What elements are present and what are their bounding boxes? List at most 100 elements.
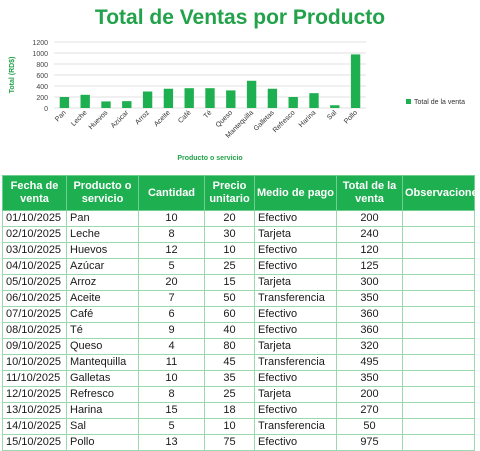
table-cell bbox=[402, 402, 475, 419]
table-cell: 125 bbox=[336, 258, 403, 275]
x-tick-label: Huevos bbox=[88, 109, 110, 131]
table-cell: Tarjeta bbox=[254, 386, 337, 403]
column-header: Cantidad bbox=[138, 175, 205, 211]
table-row: 13/10/2025 Harina 15 18 Efectivo 270 bbox=[2, 402, 475, 419]
column-header: Producto o servicio bbox=[66, 175, 139, 211]
table-cell: Té bbox=[66, 322, 139, 339]
table-cell bbox=[402, 322, 475, 339]
table-cell bbox=[402, 274, 475, 291]
table-cell: 18 bbox=[204, 402, 255, 419]
table-cell: 10 bbox=[204, 418, 255, 435]
legend-label: Total de la venta bbox=[414, 99, 465, 106]
sales-bar-chart: 0 200 400 600 800 1000 1200 Total (RD$) Pan Leche… bbox=[0, 36, 480, 166]
chart-svg: 0 200 400 600 800 1000 1200 Total (RD$) Pan Leche… bbox=[9, 40, 465, 162]
table-cell: 200 bbox=[336, 386, 403, 403]
y-tick-label: 600 bbox=[36, 73, 48, 80]
table-cell bbox=[402, 418, 475, 435]
bar-azúcar bbox=[122, 101, 132, 108]
column-header: Medio de pago bbox=[254, 175, 337, 211]
table-row: 01/10/2025 Pan 10 20 Efectivo 200 bbox=[2, 210, 475, 227]
table-row: 14/10/2025 Sal 5 10 Transferencia 50 bbox=[2, 418, 475, 435]
table-row: 11/10/2025 Galletas 10 35 Efectivo 350 bbox=[2, 370, 475, 387]
table-cell bbox=[402, 306, 475, 323]
x-tick-label: Harina bbox=[298, 109, 318, 129]
x-tick-label: Refresco bbox=[272, 109, 297, 134]
table-cell: Galletas bbox=[66, 370, 139, 387]
table-cell bbox=[402, 370, 475, 387]
table-cell: 350 bbox=[336, 290, 403, 307]
table-cell: 360 bbox=[336, 322, 403, 339]
table-row: 03/10/2025 Huevos 12 10 Efectivo 120 bbox=[2, 242, 475, 259]
x-tick-label: Café bbox=[177, 109, 192, 124]
table-cell: 360 bbox=[336, 306, 403, 323]
x-tick-label: Aceite bbox=[153, 109, 172, 128]
table-cell: 4 bbox=[138, 338, 205, 355]
table-cell: Pan bbox=[66, 210, 139, 227]
table-cell bbox=[402, 290, 475, 307]
table-cell: 06/10/2025 bbox=[2, 290, 67, 307]
table-cell: 320 bbox=[336, 338, 403, 355]
table-cell: 80 bbox=[204, 338, 255, 355]
table-cell: 60 bbox=[204, 306, 255, 323]
table-row: 08/10/2025 Té 9 40 Efectivo 360 bbox=[2, 322, 475, 339]
table-cell: 270 bbox=[336, 402, 403, 419]
table-cell: 10 bbox=[138, 370, 205, 387]
sales-table: Fecha de venta Producto o servicio Cantida… bbox=[2, 175, 480, 451]
table-cell: Efectivo bbox=[254, 322, 337, 339]
table-cell: 9 bbox=[138, 322, 205, 339]
table-cell: 14/10/2025 bbox=[2, 418, 67, 435]
table-cell: Efectivo bbox=[254, 210, 337, 227]
x-tick-label: Pollo bbox=[343, 109, 359, 125]
bar-harina bbox=[309, 93, 319, 108]
table-cell bbox=[402, 354, 475, 371]
x-tick-label: Leche bbox=[70, 109, 89, 128]
y-tick-label: 1200 bbox=[32, 40, 48, 47]
y-axis-title: Total (RD$) bbox=[9, 57, 16, 94]
table-cell: 240 bbox=[336, 226, 403, 243]
table-cell: 12/10/2025 bbox=[2, 386, 67, 403]
table-cell: 05/10/2025 bbox=[2, 274, 67, 291]
table-cell: 8 bbox=[138, 226, 205, 243]
table-cell bbox=[402, 226, 475, 243]
page-title: Total de Ventas por Producto bbox=[94, 6, 386, 29]
table-cell: 01/10/2025 bbox=[2, 210, 67, 227]
bar-huevos bbox=[101, 101, 111, 108]
table-cell: 120 bbox=[336, 242, 403, 259]
bar-sal bbox=[330, 105, 340, 108]
table-row: 10/10/2025 Mantequilla 11 45 Transferencia 49… bbox=[2, 354, 475, 371]
table-cell: Arroz bbox=[66, 274, 139, 291]
table-cell: 04/10/2025 bbox=[2, 258, 67, 275]
table-cell: Efectivo bbox=[254, 306, 337, 323]
table-cell: Aceite bbox=[66, 290, 139, 307]
table-cell: 15 bbox=[204, 274, 255, 291]
table-cell: Huevos bbox=[66, 242, 139, 259]
bar-arroz bbox=[142, 91, 153, 108]
table-row: 02/10/2025 Leche 8 30 Tarjeta 240 bbox=[2, 226, 475, 243]
table-cell bbox=[402, 338, 475, 355]
table-cell: 40 bbox=[204, 322, 255, 339]
table-row: 12/10/2025 Refresco 8 25 Tarjeta 200 bbox=[2, 386, 475, 403]
table-cell: Efectivo bbox=[254, 402, 337, 419]
table-cell: 20 bbox=[138, 274, 205, 291]
x-tick-label: Azúcar bbox=[110, 109, 131, 130]
table-cell: 350 bbox=[336, 370, 403, 387]
table-cell: 11/10/2025 bbox=[2, 370, 67, 387]
table-cell: 08/10/2025 bbox=[2, 322, 67, 339]
x-tick-label: Queso bbox=[215, 109, 235, 129]
y-tick-label: 0 bbox=[44, 106, 48, 113]
table-cell: 10/10/2025 bbox=[2, 354, 67, 371]
y-tick-label: 200 bbox=[36, 95, 48, 102]
table-row: 06/10/2025 Aceite 7 50 Transferencia 350 bbox=[2, 290, 475, 307]
table-cell: Leche bbox=[66, 226, 139, 243]
table-cell: 25 bbox=[204, 386, 255, 403]
table-row: 07/10/2025 Café 6 60 Efectivo 360 bbox=[2, 306, 475, 323]
table-cell: Efectivo bbox=[254, 258, 337, 275]
table-cell: 20 bbox=[204, 210, 255, 227]
table-cell: 200 bbox=[336, 210, 403, 227]
x-tick-label: Té bbox=[203, 109, 214, 120]
table-cell bbox=[402, 258, 475, 275]
table-cell: 10 bbox=[204, 242, 255, 259]
table-cell: 300 bbox=[336, 274, 403, 291]
bar-pollo bbox=[350, 54, 361, 108]
table-cell: 50 bbox=[204, 290, 255, 307]
